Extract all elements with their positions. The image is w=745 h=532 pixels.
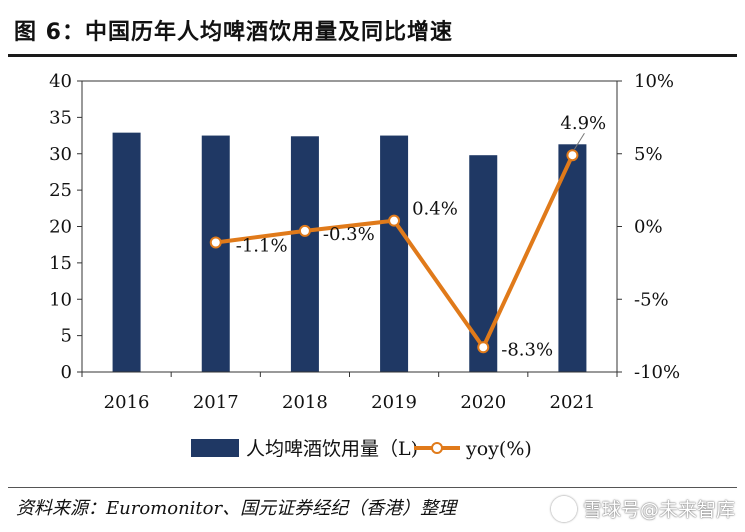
left-axis-label: 15 <box>49 253 72 274</box>
title-divider <box>8 54 737 57</box>
bar-2018 <box>290 136 319 372</box>
watermark: 雪球号@未来智库 <box>550 495 735 522</box>
left-axis-label: 35 <box>49 107 72 128</box>
source-divider <box>8 487 737 488</box>
legend-line-marker <box>431 442 443 454</box>
x-axis-label: 2019 <box>371 392 417 413</box>
yoy-data-label: 4.9% <box>560 113 606 134</box>
left-axis-label: 30 <box>49 144 72 165</box>
source-note: 资料来源：Euromonitor、国元证券经纪（香港）整理 <box>16 498 457 519</box>
bar-series <box>112 132 587 372</box>
watermark-text: 雪球号@未来智库 <box>582 499 735 521</box>
axes: 0 5 10 15 20 25 30 35 40 -10% -5% 0% 5% 10% 2016 2017 20… <box>49 71 680 413</box>
x-axis-label: 2021 <box>550 392 596 413</box>
yoy-line-series: -1.1% -0.3% 0.4% -8.3% 4.9% <box>209 113 606 360</box>
left-axis-label: 25 <box>49 180 72 201</box>
legend-line-label: yoy(%) <box>465 438 532 460</box>
legend-bar-swatch <box>191 439 239 457</box>
yoy-data-label: 0.4% <box>412 199 458 220</box>
yoy-data-label: -8.3% <box>501 339 553 360</box>
bar-2020 <box>469 155 498 372</box>
yoy-point-2018 <box>298 224 311 237</box>
yoy-point-2019 <box>388 214 401 227</box>
yoy-data-label: -0.3% <box>323 224 375 245</box>
bar-2016 <box>112 132 141 372</box>
yoy-data-label: -1.1% <box>236 236 288 257</box>
yoy-point-2017 <box>209 236 222 249</box>
left-axis-label: 20 <box>49 217 72 238</box>
watermark-logo-icon <box>550 495 577 522</box>
right-axis-label: 0% <box>634 217 663 238</box>
left-axis-label: 0 <box>61 362 72 383</box>
bar-2021 <box>558 144 587 372</box>
left-axis-label: 10 <box>49 289 72 310</box>
legend: 人均啤酒饮用量（L) yoy(%) <box>191 438 532 460</box>
yoy-label-leader <box>573 132 585 150</box>
right-axis-label: 5% <box>634 144 663 165</box>
right-axis-label: 10% <box>634 71 674 92</box>
right-axis-label: -10% <box>634 362 680 383</box>
legend-bar-label: 人均啤酒饮用量（L) <box>246 438 418 460</box>
chart-svg: -1.1% -0.3% 0.4% -8.3% 4.9% 0 5 10 15 20 25 30 35 40… <box>49 71 680 460</box>
x-axis-label: 2017 <box>193 392 239 413</box>
yoy-point-2020 <box>477 341 490 354</box>
chart-title: 图 6：中国历年人均啤酒饮用量及同比增速 <box>14 20 453 45</box>
bar-2017 <box>201 135 230 372</box>
yoy-point-2021 <box>566 149 579 162</box>
left-axis-label: 5 <box>61 326 72 347</box>
left-axis-label: 40 <box>49 71 72 92</box>
x-axis-label: 2018 <box>282 392 328 413</box>
bar-2019 <box>380 135 409 372</box>
x-axis-label: 2020 <box>460 392 506 413</box>
right-axis-label: -5% <box>634 289 669 310</box>
x-axis-label: 2016 <box>104 392 150 413</box>
